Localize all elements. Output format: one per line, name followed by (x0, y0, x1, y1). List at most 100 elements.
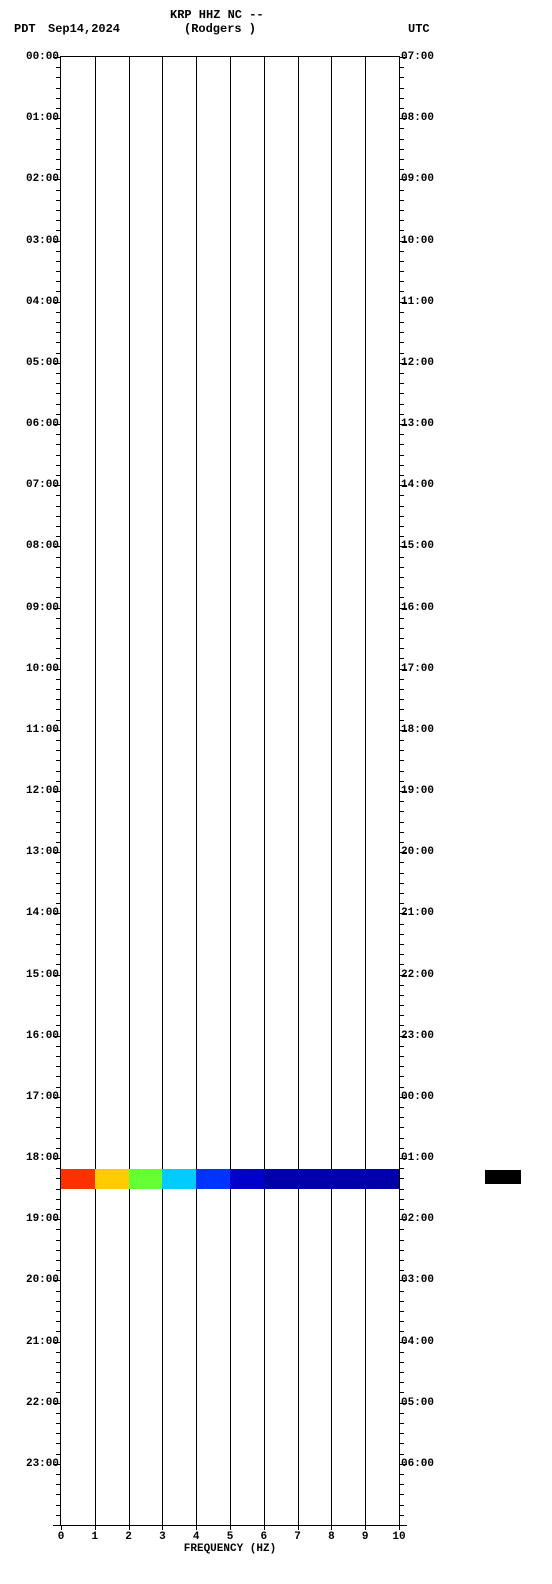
y-minor-tick (56, 893, 61, 894)
y-minor-tick (56, 1056, 61, 1057)
x-tick-label: 0 (58, 1531, 65, 1543)
y-minor-tick (56, 557, 61, 558)
y-tick-label-right: 16:00 (401, 602, 445, 614)
x-tick-label: 10 (392, 1531, 405, 1543)
y-minor-tick (56, 414, 61, 415)
spectrogram-plot: FREQUENCY (HZ) 01234567891000:0007:0001:… (60, 56, 400, 1526)
y-minor-tick (399, 1015, 404, 1016)
y-minor-tick (399, 822, 404, 823)
x-tick-label: 7 (294, 1531, 301, 1543)
y-minor-tick (56, 1301, 61, 1302)
y-tick-label-left: 14:00 (15, 907, 59, 919)
y-minor-tick (56, 760, 61, 761)
y-minor-tick (399, 648, 404, 649)
x-tick-mark (298, 1525, 299, 1530)
y-minor-tick (56, 1331, 61, 1332)
y-tick-label-left: 23:00 (15, 1458, 59, 1470)
y-minor-tick (399, 1392, 404, 1393)
spectrogram-cell (298, 1169, 332, 1189)
y-minor-tick (56, 506, 61, 507)
y-tick-label-right: 01:00 (401, 1152, 445, 1164)
y-minor-tick (399, 1148, 404, 1149)
y-tick-label-right: 03:00 (401, 1274, 445, 1286)
y-minor-tick (56, 332, 61, 333)
y-minor-tick (399, 709, 404, 710)
y-tick-label-left: 08:00 (15, 540, 59, 552)
x-tick-label: 6 (260, 1531, 267, 1543)
y-minor-tick (399, 220, 404, 221)
x-tick-mark (129, 1525, 130, 1530)
y-minor-tick (399, 1076, 404, 1077)
y-minor-tick (399, 679, 404, 680)
y-minor-tick (399, 1423, 404, 1424)
y-tick-label-left: 12:00 (15, 785, 59, 797)
y-minor-tick (56, 944, 61, 945)
x-tick-label: 4 (193, 1531, 200, 1543)
spectrogram-cell (162, 1169, 196, 1189)
y-minor-tick (56, 924, 61, 925)
y-minor-tick (56, 648, 61, 649)
x-tick-mark (331, 1525, 332, 1530)
y-minor-tick (56, 1076, 61, 1077)
y-minor-tick (399, 985, 404, 986)
y-minor-tick (399, 1291, 404, 1292)
y-minor-tick (399, 1046, 404, 1047)
y-minor-tick (399, 750, 404, 751)
y-minor-tick (56, 1148, 61, 1149)
y-minor-tick (399, 1178, 404, 1179)
y-minor-tick (399, 954, 404, 955)
y-minor-tick (399, 159, 404, 160)
y-minor-tick (56, 190, 61, 191)
y-minor-tick (399, 1505, 404, 1506)
y-minor-tick (56, 618, 61, 619)
y-minor-tick (399, 200, 404, 201)
y-minor-tick (56, 1199, 61, 1200)
y-minor-tick (56, 261, 61, 262)
y-tick-label-left: 03:00 (15, 235, 59, 247)
y-minor-tick (56, 1066, 61, 1067)
y-minor-tick (399, 1372, 404, 1373)
spectrogram-cell (61, 1169, 95, 1189)
y-minor-tick (56, 801, 61, 802)
y-minor-tick (399, 495, 404, 496)
x-tick-mark (365, 1525, 366, 1530)
y-minor-tick (399, 342, 404, 343)
y-minor-tick (399, 444, 404, 445)
y-minor-tick (56, 597, 61, 598)
y-minor-tick (56, 750, 61, 751)
y-minor-tick (399, 475, 404, 476)
y-minor-tick (399, 1117, 404, 1118)
y-minor-tick (56, 251, 61, 252)
y-minor-tick (56, 169, 61, 170)
x-tick-mark (61, 1525, 62, 1530)
y-minor-tick (56, 985, 61, 986)
y-minor-tick (56, 353, 61, 354)
y-minor-tick (399, 1189, 404, 1190)
y-minor-tick (399, 271, 404, 272)
y-tick-label-left: 00:00 (15, 51, 59, 63)
y-minor-tick (56, 1107, 61, 1108)
y-minor-tick (399, 1331, 404, 1332)
y-minor-tick (56, 658, 61, 659)
y-minor-tick (399, 577, 404, 578)
y-minor-tick (399, 811, 404, 812)
y-minor-tick (399, 251, 404, 252)
y-minor-tick (56, 495, 61, 496)
y-minor-tick (399, 404, 404, 405)
y-minor-tick (56, 1484, 61, 1485)
y-minor-tick (399, 414, 404, 415)
x-tick-mark (230, 1525, 231, 1530)
y-minor-tick (399, 1229, 404, 1230)
y-minor-tick (56, 1352, 61, 1353)
y-minor-tick (399, 658, 404, 659)
y-minor-tick (399, 536, 404, 537)
x-tick-label: 2 (125, 1531, 132, 1543)
y-minor-tick (399, 1127, 404, 1128)
y-minor-tick (399, 587, 404, 588)
y-tick-label-right: 23:00 (401, 1030, 445, 1042)
y-minor-tick (399, 1382, 404, 1383)
y-minor-tick (399, 1260, 404, 1261)
y-minor-tick (56, 1454, 61, 1455)
y-minor-tick (56, 771, 61, 772)
y-minor-tick (56, 781, 61, 782)
